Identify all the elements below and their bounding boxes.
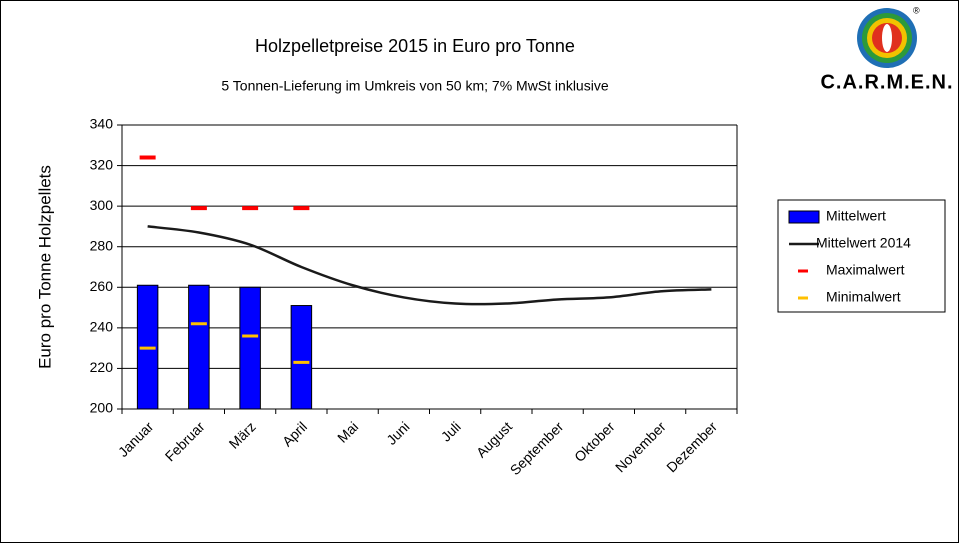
- bar: [188, 284, 210, 410]
- y-tick-label: 300: [90, 197, 114, 213]
- logo-core: [882, 24, 892, 52]
- chart-subtitle: 5 Tonnen-Lieferung im Umkreis von 50 km;…: [221, 78, 608, 94]
- y-tick-label: 260: [90, 278, 114, 294]
- y-tick-label: 200: [90, 400, 114, 416]
- bar: [239, 286, 261, 410]
- logo: ® C.A.R.M.E.N.: [820, 5, 953, 93]
- legend-label: Mittelwert: [826, 208, 886, 224]
- y-axis-label: Euro pro Tonne Holzpellets: [35, 165, 54, 369]
- y-tick-label: 240: [90, 319, 114, 335]
- logo-text: C.A.R.M.E.N.: [820, 71, 953, 93]
- logo-mark: ®: [913, 5, 920, 15]
- y-tick-label: 280: [90, 237, 114, 253]
- y-tick-label: 340: [90, 116, 114, 132]
- line: [147, 225, 712, 306]
- legend-label: Mittelwert 2014: [816, 235, 911, 251]
- y-tick-label: 320: [90, 156, 114, 172]
- legend-swatch: [788, 210, 820, 224]
- legend-label: Minimalwert: [826, 289, 901, 305]
- bar: [290, 305, 313, 410]
- chart-title: Holzpelletpreise 2015 in Euro pro Tonne: [255, 36, 575, 56]
- y-tick-label: 220: [90, 359, 114, 375]
- legend-label: Maximalwert: [826, 262, 905, 278]
